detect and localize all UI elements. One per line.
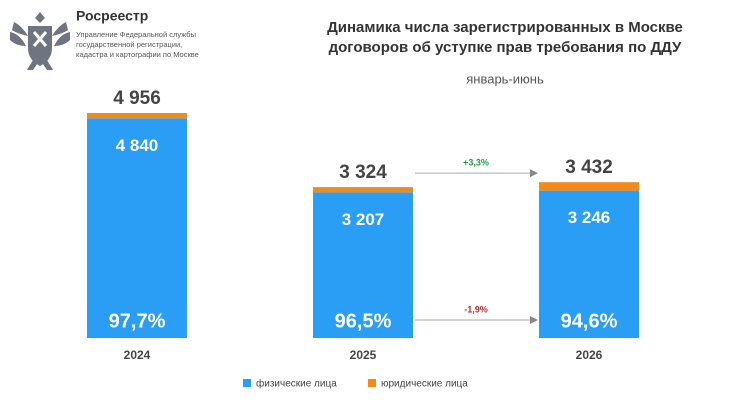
share-label: 94,6% [561,310,618,332]
share-label: 96,5% [335,310,392,332]
change-label: +3,3% [463,157,489,167]
chart-title: Динамика числа зарегистрированных в Моск… [327,19,683,36]
legend-swatch [243,379,251,387]
bar-segment [539,190,639,338]
bar-segment [313,187,413,193]
x-tick-label: 2026 [576,348,603,362]
logo [10,12,70,70]
value-label: 3 207 [342,210,385,229]
legend-label: физические лица [256,378,337,390]
bar-segment [539,182,639,191]
bar-segment [87,113,187,119]
org-line: государственной регистрации, [76,40,182,49]
x-tick-label: 2025 [350,348,377,362]
org-line: Управление Федеральной службы [76,30,196,39]
bar-segment [313,192,413,338]
value-label: 3 246 [568,208,611,227]
value-label: 4 840 [116,136,159,155]
bar-segment [87,118,187,338]
total-label: 3 432 [565,157,613,178]
chart-subtitle: январь-июнь [466,71,544,86]
chart-title: договоров об уступке прав требования по … [329,39,682,56]
legend-swatch [368,379,376,387]
org-line: кадастра и картографии по Москве [76,50,199,59]
share-label: 97,7% [109,310,166,332]
x-tick-label: 2024 [124,348,151,362]
change-label: -1,9% [464,304,488,314]
legend-label: юридические лица [381,379,468,390]
total-label: 4 956 [113,88,161,109]
brand: Росреестр [76,8,148,24]
total-label: 3 324 [339,162,387,183]
